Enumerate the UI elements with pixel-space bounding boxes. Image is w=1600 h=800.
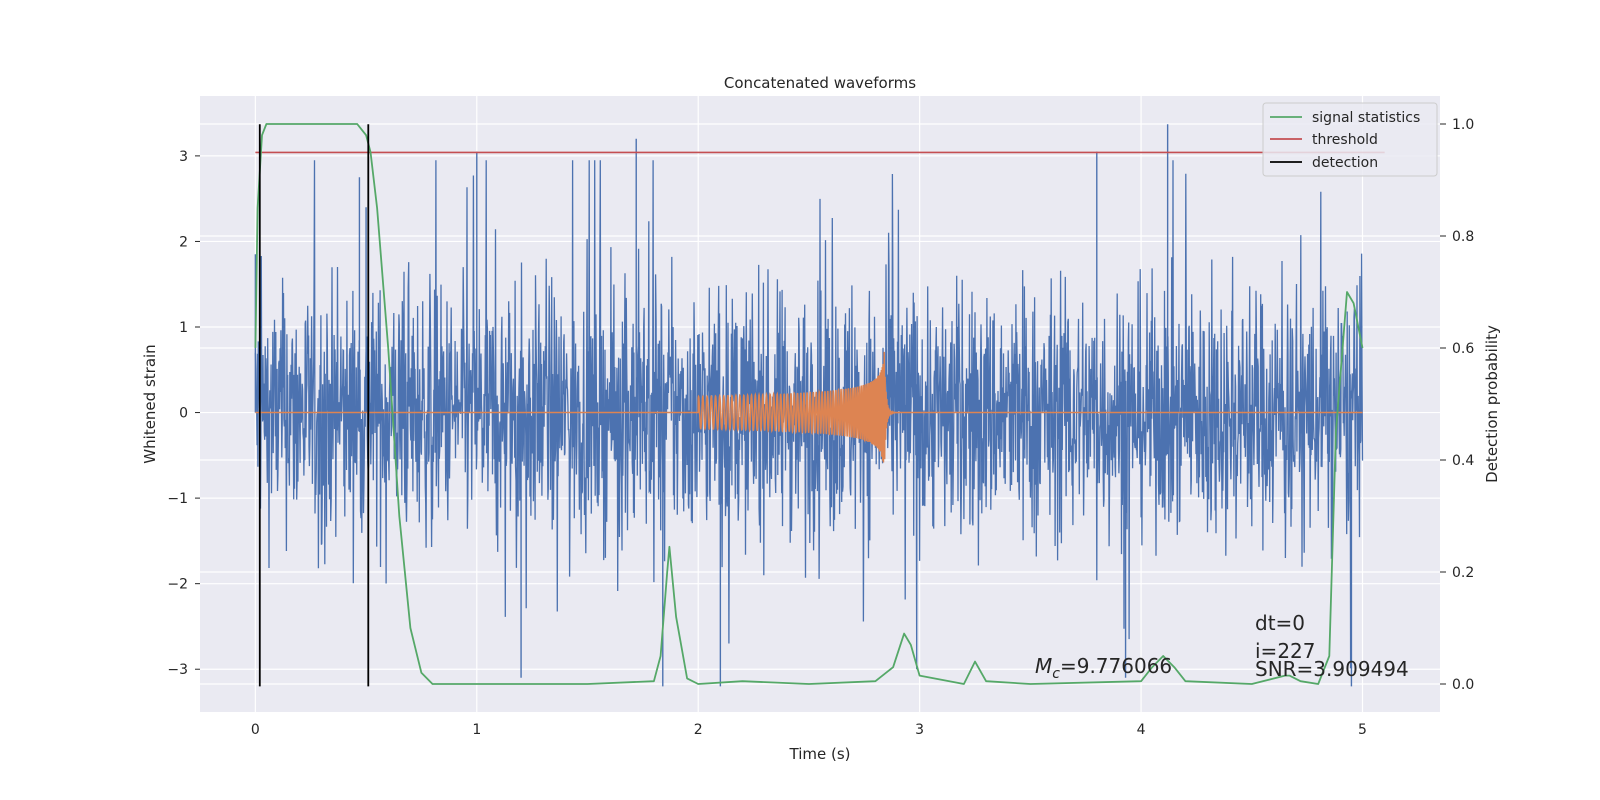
y-tick-label-right: 0.6: [1452, 341, 1474, 357]
y-tick-label-left: 2: [179, 234, 188, 250]
signal-statistics-series: [254, 123, 1364, 685]
axes: 0 1 2 3 4 5 −3 −2 −1 0 1 2 3 0.0 0.2 0.4 0.6 0.8 1.0: [167, 117, 1474, 738]
x-tick-label: 2: [694, 722, 703, 738]
y-tick-label-left: 1: [179, 320, 188, 336]
strain-series: [254, 124, 1364, 687]
annotation-dt: dt=0: [1255, 611, 1305, 635]
y-tick-label-right: 0.0: [1452, 677, 1474, 693]
x-tick-label: 3: [915, 722, 924, 738]
chart-title: Concatenated waveforms: [724, 74, 916, 92]
svg-text:Mc=9.776066: Mc=9.776066: [1035, 654, 1172, 682]
template-series: [255, 351, 1363, 463]
x-tick-label: 1: [472, 722, 481, 738]
chirp-mass-value: =9.776066: [1060, 654, 1172, 678]
y-axis-label-left: Whitened strain: [141, 344, 159, 463]
detection-series: [258, 124, 370, 687]
x-tick-label: 5: [1358, 722, 1367, 738]
y-tick-label-left: 0: [179, 406, 188, 422]
annotation-chirp-mass: Mc=9.776066: [1035, 654, 1172, 682]
annotation-snr: SNR=3.909494: [1255, 657, 1409, 681]
y-axis-label-right: Detection probability: [1483, 325, 1501, 483]
template-line: [255, 351, 1363, 463]
legend-label-threshold: threshold: [1312, 132, 1378, 148]
legend-box: [1262, 102, 1438, 177]
y-tick-label-right: 0.4: [1452, 453, 1474, 469]
y-tick-label-right: 0.8: [1452, 229, 1474, 245]
legend-label-detection: detection: [1312, 155, 1378, 171]
y-tick-label-left: 3: [179, 149, 188, 165]
signal-statistics-line: [254, 123, 1364, 685]
chirp-mass-subscript: c: [1052, 666, 1060, 682]
chirp-mass-symbol: M: [1035, 654, 1052, 678]
annotation-index: i=227: [1255, 639, 1316, 663]
x-axis-label: Time (s): [789, 745, 851, 763]
y-tick-label-right: 1.0: [1452, 117, 1474, 133]
y-tick-label-right: 0.2: [1452, 565, 1474, 581]
legend-label-signal-statistics: signal statistics: [1312, 110, 1420, 126]
legend: signal statistics threshold detection: [1262, 102, 1438, 177]
y-tick-label-left: −2: [167, 577, 188, 593]
x-tick-label: 4: [1137, 722, 1146, 738]
x-tick-label: 0: [251, 722, 260, 738]
y-tick-label-left: −3: [167, 662, 188, 678]
y-tick-label-left: −1: [167, 491, 188, 507]
